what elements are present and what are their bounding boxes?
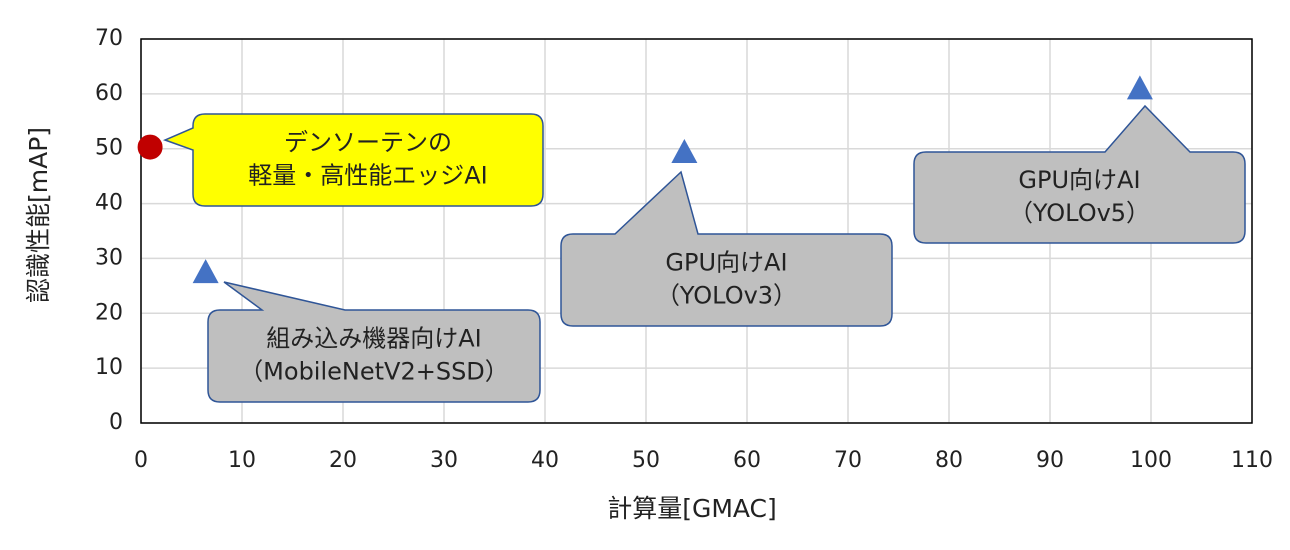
x-tick-label: 100 xyxy=(1130,448,1172,473)
y-tick-label: 70 xyxy=(95,26,123,51)
x-tick-label: 80 xyxy=(935,448,963,473)
callout xyxy=(207,281,541,403)
x-tick-label: 60 xyxy=(733,448,761,473)
point xyxy=(192,259,219,284)
x-tick-label: 50 xyxy=(632,448,660,473)
callout-text: 軽量・高性能エッジAI xyxy=(248,162,488,190)
y-tick-label: 0 xyxy=(109,410,123,435)
x-tick-label: 0 xyxy=(134,448,148,473)
y-tick-label: 30 xyxy=(95,245,123,270)
plot-border xyxy=(140,38,1253,424)
x-tick-label: 30 xyxy=(430,448,458,473)
x-tick-label: 90 xyxy=(1036,448,1064,473)
point xyxy=(1126,75,1153,100)
callout-text: 組み込み機器向けAI xyxy=(266,325,482,353)
y-tick-label: 10 xyxy=(95,355,123,380)
x-tick-label: 70 xyxy=(834,448,862,473)
x-tick-label: 10 xyxy=(228,448,256,473)
y-tick-label: 40 xyxy=(95,191,123,216)
callout-text: （MobileNetV2+SSD） xyxy=(239,358,509,386)
point xyxy=(137,134,163,160)
callout xyxy=(162,113,544,207)
callout-text: デンソーテンの xyxy=(284,129,452,157)
y-tick-label: 50 xyxy=(95,136,123,161)
point xyxy=(671,139,698,164)
callout-text: GPU向けAI xyxy=(665,249,787,277)
x-axis-label: 計算量[GMAC] xyxy=(607,494,777,523)
callout xyxy=(560,170,893,327)
callout-text: （YOLOv5） xyxy=(1009,199,1150,227)
callout-text: GPU向けAI xyxy=(1018,166,1140,194)
x-tick-label: 20 xyxy=(329,448,357,473)
y-axis-label: 認識性能[mAP] xyxy=(24,127,53,303)
callout-text: （YOLOv3） xyxy=(656,282,797,310)
callout xyxy=(913,104,1246,244)
x-tick-label: 40 xyxy=(531,448,559,473)
y-tick-label: 60 xyxy=(95,81,123,106)
x-tick-label: 110 xyxy=(1231,448,1273,473)
y-tick-label: 20 xyxy=(95,300,123,325)
